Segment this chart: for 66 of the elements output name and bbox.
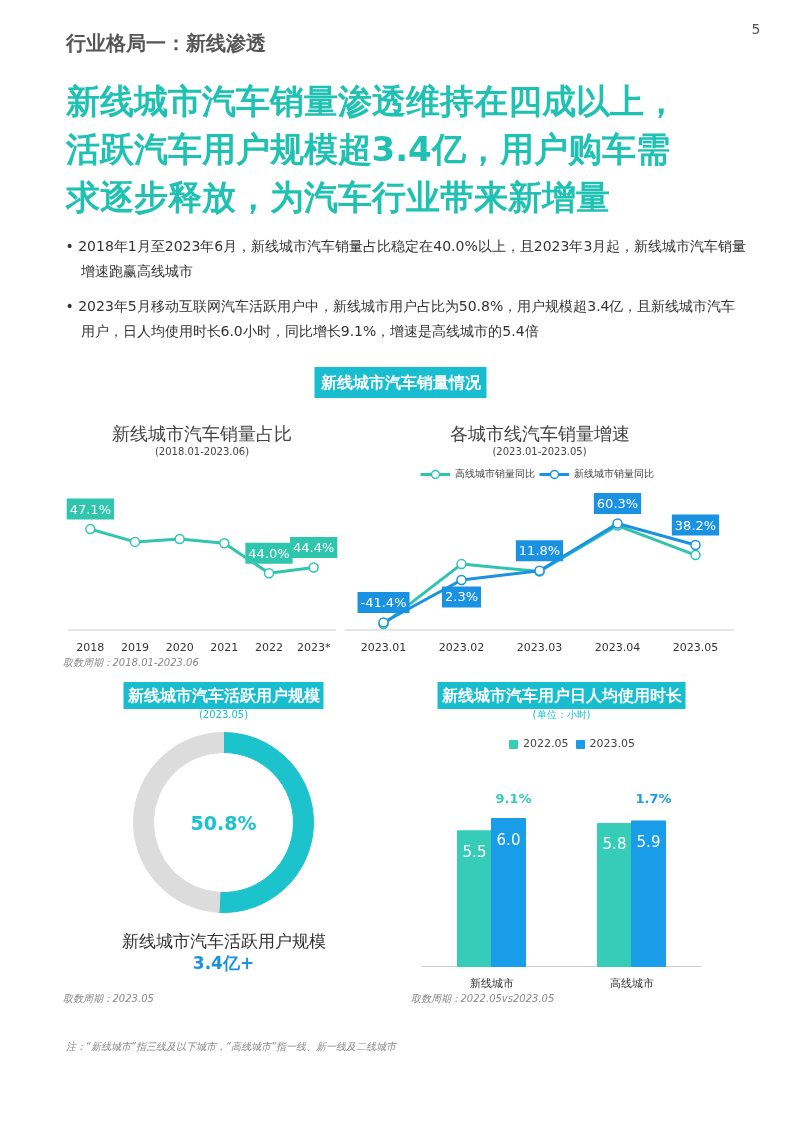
x-tick-label: 2023.03 [516, 641, 563, 654]
x-tick-label: 2023.04 [594, 641, 641, 654]
point [308, 562, 319, 573]
x-tick-label: 2023* [296, 640, 331, 654]
bar [631, 820, 666, 967]
data-label: 5.5 [462, 842, 487, 861]
data-label: -41.4% [360, 595, 407, 611]
chart-subtitle: (单位：小时) [532, 709, 591, 720]
x-tick-label: 2021 [210, 641, 239, 654]
data-label: 60.3% [596, 496, 639, 511]
data-label: 5.8 [602, 835, 627, 854]
x-tick-label: 2022 [255, 641, 283, 654]
legend-label: 2023.05 [589, 737, 635, 750]
text: 取数周期：2022.05vs2023.05 [410, 993, 555, 1004]
chart-title: 新线城市汽车用户日人均使用时长 [440, 686, 683, 705]
text: 3.4亿+ [192, 952, 255, 973]
text: 1.7% [635, 791, 672, 806]
data-label: 44.0% [248, 545, 290, 561]
legend-label: 新线城市销量同比 [574, 467, 654, 481]
chart-subtitle: (2018.01-2023.06) [154, 446, 250, 457]
text: 新线城市汽车活跃用户规模 [121, 930, 326, 951]
point [85, 523, 96, 535]
text: 注：“新线城市”指三线及以下城市，“高线城市”指一线、新一线及二线城市 [65, 1041, 399, 1052]
data-label: 6.0 [496, 830, 521, 849]
legend-label: 2022.05 [523, 737, 569, 750]
legend-label: 高线城市销量同比 [455, 467, 535, 481]
x-tick-label: 新线城市 [469, 977, 514, 990]
x-tick-label: 2023.02 [438, 641, 485, 654]
x-tick-label: 2023.01 [360, 641, 407, 654]
data-label: 5.9 [636, 832, 661, 851]
chart-subtitle: (2023.01-2023.05) [492, 446, 587, 457]
text: • 2018年1月至2023年6月，新线城市汽车销量占比稳定在40.0%以上，且2023年3月起，新线城市汽车销量增速跑赢高线城市 [65, 237, 747, 279]
text: 5 [751, 20, 761, 37]
x-tick-label: 2020 [165, 641, 194, 654]
chart-title: 各城市线汽车销量增速 [449, 423, 630, 444]
point [129, 536, 141, 548]
x-tick-label: 2018 [76, 641, 105, 654]
point [263, 567, 275, 579]
x-tick-label: 2019 [121, 641, 149, 654]
text: 新线城市汽车销量情况 [319, 373, 482, 392]
point [174, 533, 185, 545]
data-label: 11.8% [518, 543, 561, 559]
bar [457, 830, 492, 967]
data-label: 44.4% [293, 540, 335, 556]
data-label: 2.3% [444, 589, 479, 605]
data-label: 47.1% [69, 501, 111, 517]
text: 9.1% [495, 791, 532, 806]
bar [491, 818, 526, 967]
chart-title: 新线城市汽车销量占比 [112, 423, 292, 444]
x-tick-label: 2023.05 [672, 641, 719, 654]
text: 取数周期：2023.05 [62, 993, 154, 1004]
point [456, 558, 467, 570]
point [690, 539, 701, 551]
x-tick-label: 高线城市 [609, 977, 654, 990]
point [690, 549, 701, 561]
data-label: 50.8% [190, 811, 257, 834]
point [456, 574, 467, 586]
point [219, 538, 230, 549]
text: 新线城市汽车活跃用户规模 [126, 686, 320, 705]
bar [597, 822, 632, 967]
text: 新线城市汽车销量渗透维持在四成以上，活跃汽车用户规模超3.4亿，用户购车需求逐步释放，为汽车行业带来新增量 [63, 80, 678, 217]
text: 取数周期：2018.01-2023.06 [62, 657, 199, 668]
text: • 2023年5月移动互联网汽车活跃用户中，新线城市用户占比为50.8%，用户规模超3.4亿，且新线城市汽车用户，日人均使用时长6.0小时，同比增长9.1%，增速是高线城市的5.4倍 [65, 297, 736, 339]
chart-subtitle: (2023.05) [198, 709, 249, 720]
data-label: 38.2% [674, 517, 717, 533]
text: 行业格局一：新线渗透 [64, 30, 266, 55]
